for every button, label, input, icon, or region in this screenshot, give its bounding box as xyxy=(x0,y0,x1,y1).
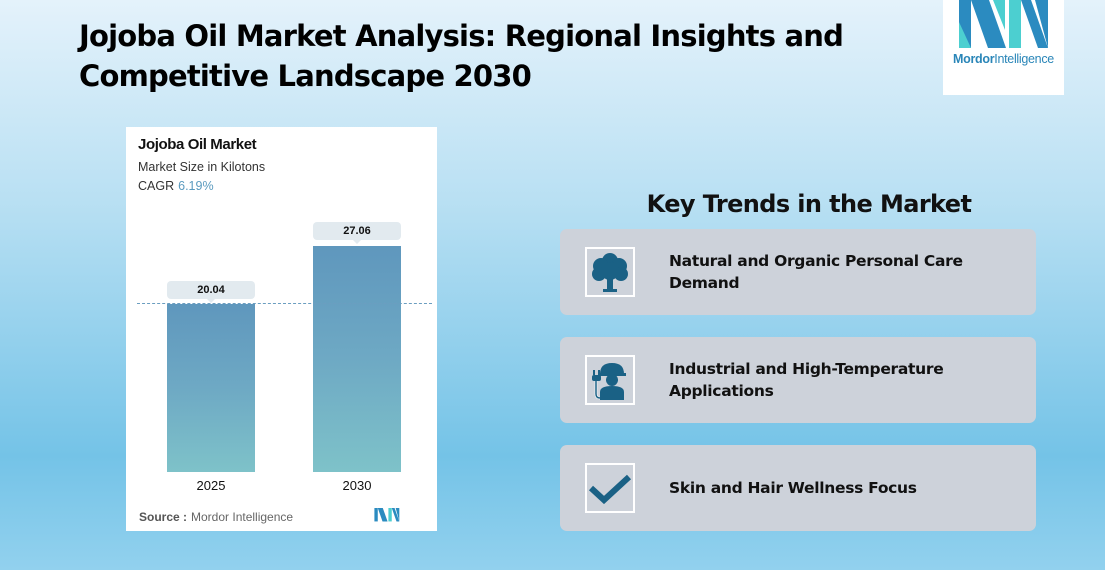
chart-subtitle: Market Size in Kilotons xyxy=(138,160,266,174)
checkmark-icon xyxy=(585,463,635,513)
x-label-2025: 2025 xyxy=(196,478,226,493)
reference-dashed-line xyxy=(137,303,432,304)
mordor-intelligence-logo-icon xyxy=(959,0,1048,48)
bar-2030 xyxy=(313,246,401,472)
tree-icon xyxy=(585,247,635,297)
trend-card-industrial: Industrial and High-Temperature Applicat… xyxy=(560,337,1036,423)
bar-value-label-2030: 27.06 xyxy=(313,222,401,244)
cagr: CAGR 6.19% xyxy=(138,179,214,193)
market-size-chart: Jojoba Oil Market Market Size in Kiloton… xyxy=(126,127,437,531)
brand-logo: MordorIntelligence xyxy=(943,0,1064,95)
engineer-with-plug-icon xyxy=(585,355,635,405)
trend-label: Natural and Organic Personal Care Demand xyxy=(669,252,963,292)
page-title: Jojoba Oil Market Analysis: Regional Ins… xyxy=(79,19,844,93)
trend-card-wellness: Skin and Hair Wellness Focus xyxy=(560,445,1036,531)
chart-source: Source : Mordor Intelligence xyxy=(139,510,294,524)
trend-card-natural-organic: Natural and Organic Personal Care Demand xyxy=(560,229,1036,315)
key-trends-title: Key Trends in the Market xyxy=(646,190,972,218)
mordor-mini-logo-icon xyxy=(374,508,400,522)
brand-name: MordorIntelligence xyxy=(953,52,1054,66)
chart-title: Jojoba Oil Market xyxy=(138,136,257,153)
bar-2025 xyxy=(167,304,255,472)
bar-value-label-2025: 20.04 xyxy=(167,281,255,303)
trend-label: Skin and Hair Wellness Focus xyxy=(669,479,917,497)
trend-label: Industrial and High-Temperature Applicat… xyxy=(669,360,944,400)
x-label-2030: 2030 xyxy=(342,478,372,493)
cagr-value: 6.19% xyxy=(178,179,214,193)
